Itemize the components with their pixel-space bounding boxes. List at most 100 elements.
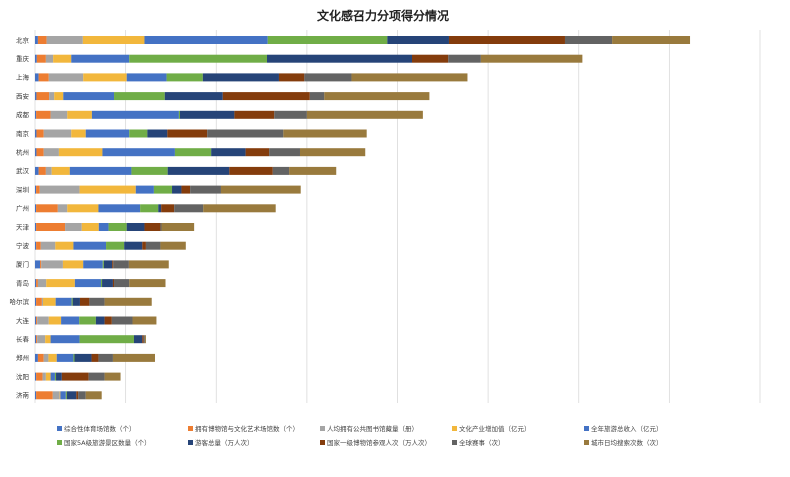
bar-segment [35,372,37,381]
bar-segment [36,297,42,306]
legend-label: 文化产业增加值（亿元） [459,424,531,433]
bar-segment [309,92,325,101]
bar-segment [180,110,235,119]
bar-segment [190,185,221,194]
bar-segment [62,260,84,269]
bar-segment [46,36,83,44]
bar-segment [83,73,127,82]
bar-segment [104,372,121,381]
bar-segment [42,297,56,306]
legend-label: 全球赛事（次） [459,438,505,447]
bar-segment [57,204,68,213]
legend-label: 国家5A级旅游景区数量（个） [64,438,151,447]
category-label: 天津 [16,223,30,231]
bar-segment [104,316,112,325]
category-label: 哈尔滨 [10,297,30,306]
bar-segment [245,148,270,157]
bar-segment [67,204,99,213]
bar-segment [37,353,44,362]
bar-segment [129,129,148,138]
bar-segment [36,54,46,63]
bar-segment [45,54,54,63]
bar-segment [167,166,230,175]
bar-segment [98,223,109,231]
bar-segment [126,73,167,82]
bar-segment [65,223,82,231]
bar-segment [274,110,307,119]
bar-segment [45,166,52,175]
bar-segment [207,129,284,138]
chart-title: 文化感召力分项得分情况 [317,8,449,23]
bar-segment [111,316,133,325]
bar-segment [142,241,146,250]
bar-segment [71,297,73,306]
bar-segment [140,204,159,213]
legend: 综合性体育场馆数（个） 拥有博物馆与文化艺术场馆数（个） 人均拥有公共图书馆藏量（册… [57,424,663,447]
bar-segment [61,372,89,381]
bar-segment [108,223,127,231]
bar-segment [40,241,56,250]
bar-segment [95,316,105,325]
bar-segment [289,166,337,175]
legend-swatch [188,426,193,431]
bar-segment [102,279,113,288]
bar-segment [202,73,279,82]
bar-segment [74,279,101,288]
bar-segment [181,185,191,194]
bar-segment [35,297,37,306]
bar-segment [43,129,72,138]
legend-swatch [57,440,62,445]
bar-segment [37,36,47,44]
bar-segment [36,223,66,231]
category-label: 北京 [16,35,30,44]
category-label: 济南 [16,391,30,400]
bar-segment [36,279,38,288]
bar-segment [36,372,43,381]
bar-segment [35,353,38,362]
bar-segment [72,297,80,306]
category-label: 广州 [16,204,29,213]
bar-segment [124,241,143,250]
legend-label: 游客总量（万人次） [195,438,254,447]
bar-segment [306,110,423,119]
bar-segment [50,335,80,344]
bar-segment [234,110,275,119]
bar-segment [172,185,182,194]
bar-segment [43,148,59,157]
bar-segment [42,372,46,381]
bar-segment [387,36,449,44]
bar-segment [128,260,169,269]
bar-segment [112,260,114,269]
bar-segment [35,223,37,231]
bar-segment [82,36,145,44]
bar-segment [135,185,154,194]
bar-segment [129,279,166,288]
bar-segment [36,129,44,138]
category-label: 杭州 [16,148,29,157]
bar-segment [71,54,130,63]
bar-segment [229,166,273,175]
legend-label: 城市日均搜索次数（次） [591,438,663,447]
bar-segment [76,391,79,400]
bar-segment [164,92,223,101]
bar-segment [222,92,310,101]
bar-segment [129,54,267,63]
bar-segment [35,54,37,63]
bar-segment [55,241,74,250]
bar-segment [35,241,37,250]
legend-swatch [320,426,325,431]
category-label: 上海 [16,73,30,82]
bar-segment [35,279,37,288]
bar-segment [85,129,130,138]
bar-segment [126,223,145,231]
bar-segment [69,166,132,175]
category-label: 宁波 [16,241,30,250]
bar-segment [35,335,37,344]
bar-segment [45,372,51,381]
bar-segment [144,223,161,231]
bar-segment [104,297,152,306]
category-label: 南京 [16,129,30,138]
bar-segment [220,185,301,194]
legend-label: 拥有博物馆与文化艺术场馆数（个） [195,424,299,433]
bar-segment [166,73,203,82]
